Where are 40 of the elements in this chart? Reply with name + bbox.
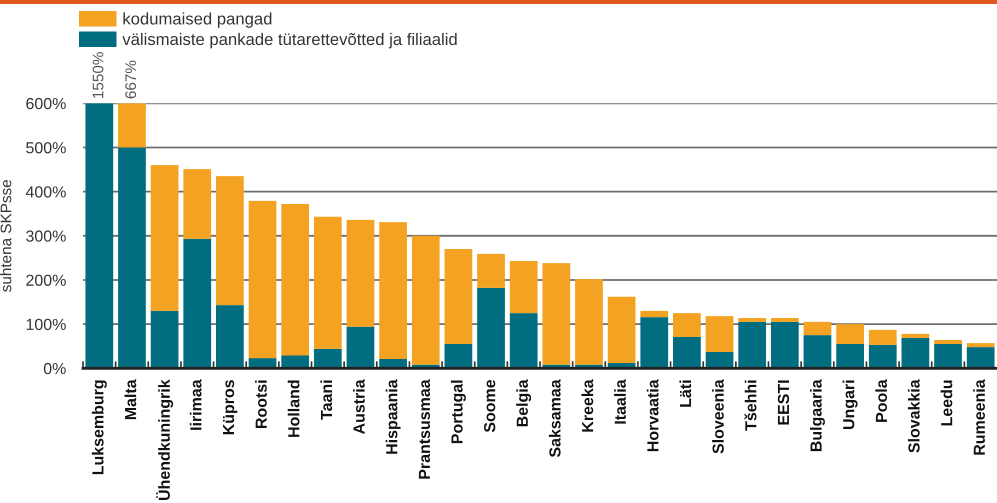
- x-tick-label: Hispaania: [386, 379, 401, 454]
- x-tick-label: Läti: [679, 380, 692, 407]
- x-tick-label: Iirimaa: [190, 379, 202, 430]
- x-tick-label: Prantsusmaa: [418, 379, 430, 479]
- x-tick-label: Belgia: [516, 379, 532, 426]
- x-tick-label: Kreeka: [582, 379, 594, 432]
- x-tick-label: Bulgaaria: [810, 379, 825, 452]
- x-tick-label: Slovakkia: [908, 379, 920, 453]
- x-tick-label: Sloveenia: [712, 379, 724, 454]
- y-axis-title: suhtena SKPsse: [0, 180, 12, 292]
- x-tick-label: EESTI: [778, 380, 790, 424]
- x-tick-label: Itaalia: [614, 379, 626, 424]
- x-tick-label: Ühendkuningrik: [156, 379, 174, 500]
- legend-label: kodumaised pangad: [123, 12, 272, 28]
- x-tick-label: Taani: [320, 380, 332, 420]
- y-tick-label: 200%: [26, 274, 66, 286]
- y-tick-label: 400%: [26, 186, 66, 198]
- x-tick-label: Rootsi: [255, 380, 267, 428]
- annotation: 1550%: [92, 52, 104, 98]
- x-tick-label: Poola: [875, 379, 888, 422]
- y-tick-label: 100%: [26, 318, 66, 330]
- x-tick-label: Holland: [288, 380, 300, 437]
- y-tick-label: 0%: [44, 362, 66, 374]
- y-tick-label: 500%: [26, 142, 66, 154]
- x-tick-label: Soome: [484, 380, 496, 432]
- x-tick-label: Rumeenia: [973, 379, 985, 455]
- x-tick-label: Tšehhi: [744, 380, 756, 431]
- x-tick-label: Küpros: [222, 380, 238, 434]
- x-tick-label: Austria: [353, 379, 365, 434]
- x-tick-label: Malta: [124, 379, 136, 420]
- y-tick-label: 600%: [26, 98, 66, 110]
- y-tick-label: 300%: [26, 230, 66, 242]
- x-tick-label: Luksemburg: [92, 380, 107, 474]
- x-tick-label: Ungari: [842, 380, 858, 430]
- x-tick-label: Leedu: [940, 380, 952, 426]
- x-tick-label: Horvaatia: [646, 379, 659, 452]
- annotation: 667%: [125, 60, 136, 98]
- legend-label: välismaiste pankade tütarettevõtted ja filiaalid: [122, 32, 457, 48]
- x-tick-label: Portugal: [450, 380, 466, 444]
- x-tick-label: Saksamaa: [548, 379, 561, 458]
